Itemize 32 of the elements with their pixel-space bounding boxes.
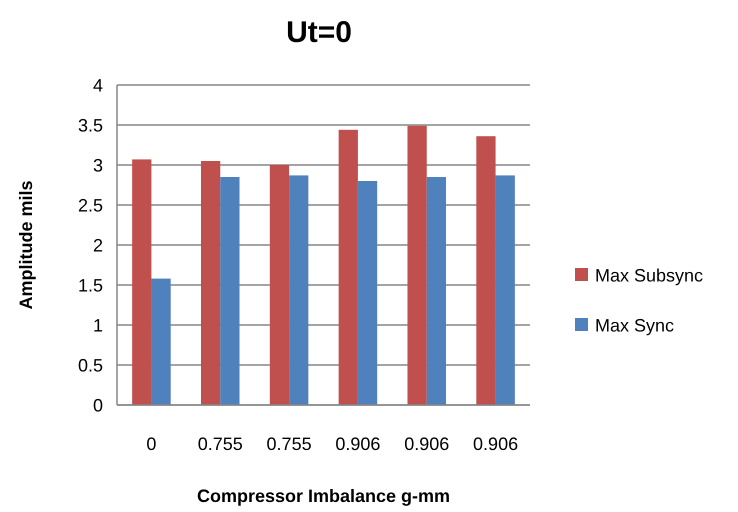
bar [358, 181, 378, 405]
y-tick-label: 3 [92, 155, 103, 176]
y-tick-label: 0.5 [78, 355, 103, 376]
x-tick-label: 0.906 [473, 434, 518, 454]
y-axis-title: Amplitude mils [16, 180, 36, 310]
bar [151, 278, 171, 405]
x-tick-label: 0.755 [266, 434, 312, 454]
x-tick-label: 0 [146, 434, 156, 454]
bar [132, 159, 152, 405]
y-tick-label: 1 [92, 315, 103, 336]
bar [200, 161, 220, 405]
y-tick-label: 1.5 [78, 275, 103, 296]
bar [220, 177, 240, 405]
y-tick-label: 3.5 [78, 115, 103, 136]
bar [426, 177, 446, 405]
bar [476, 136, 496, 405]
y-tick-label: 2 [92, 235, 103, 256]
y-tick-label: 0 [92, 395, 103, 416]
y-tick-label: 2.5 [78, 195, 103, 216]
bar [496, 175, 515, 405]
x-tick-label: 0.906 [335, 434, 380, 454]
x-axis-title: Compressor Imbalance g-mm [196, 486, 450, 506]
legend-label: Max Sync [595, 315, 674, 336]
legend-label: Max Subsync [595, 265, 704, 286]
x-tick-label: 0.906 [404, 434, 450, 454]
x-tick-label: 0.755 [198, 434, 243, 454]
chart-title: Ut=0 [286, 16, 352, 49]
bar [338, 130, 358, 405]
bar [270, 165, 290, 405]
y-tick-label: 4 [92, 75, 103, 96]
bar [289, 175, 308, 405]
bar [407, 126, 427, 405]
